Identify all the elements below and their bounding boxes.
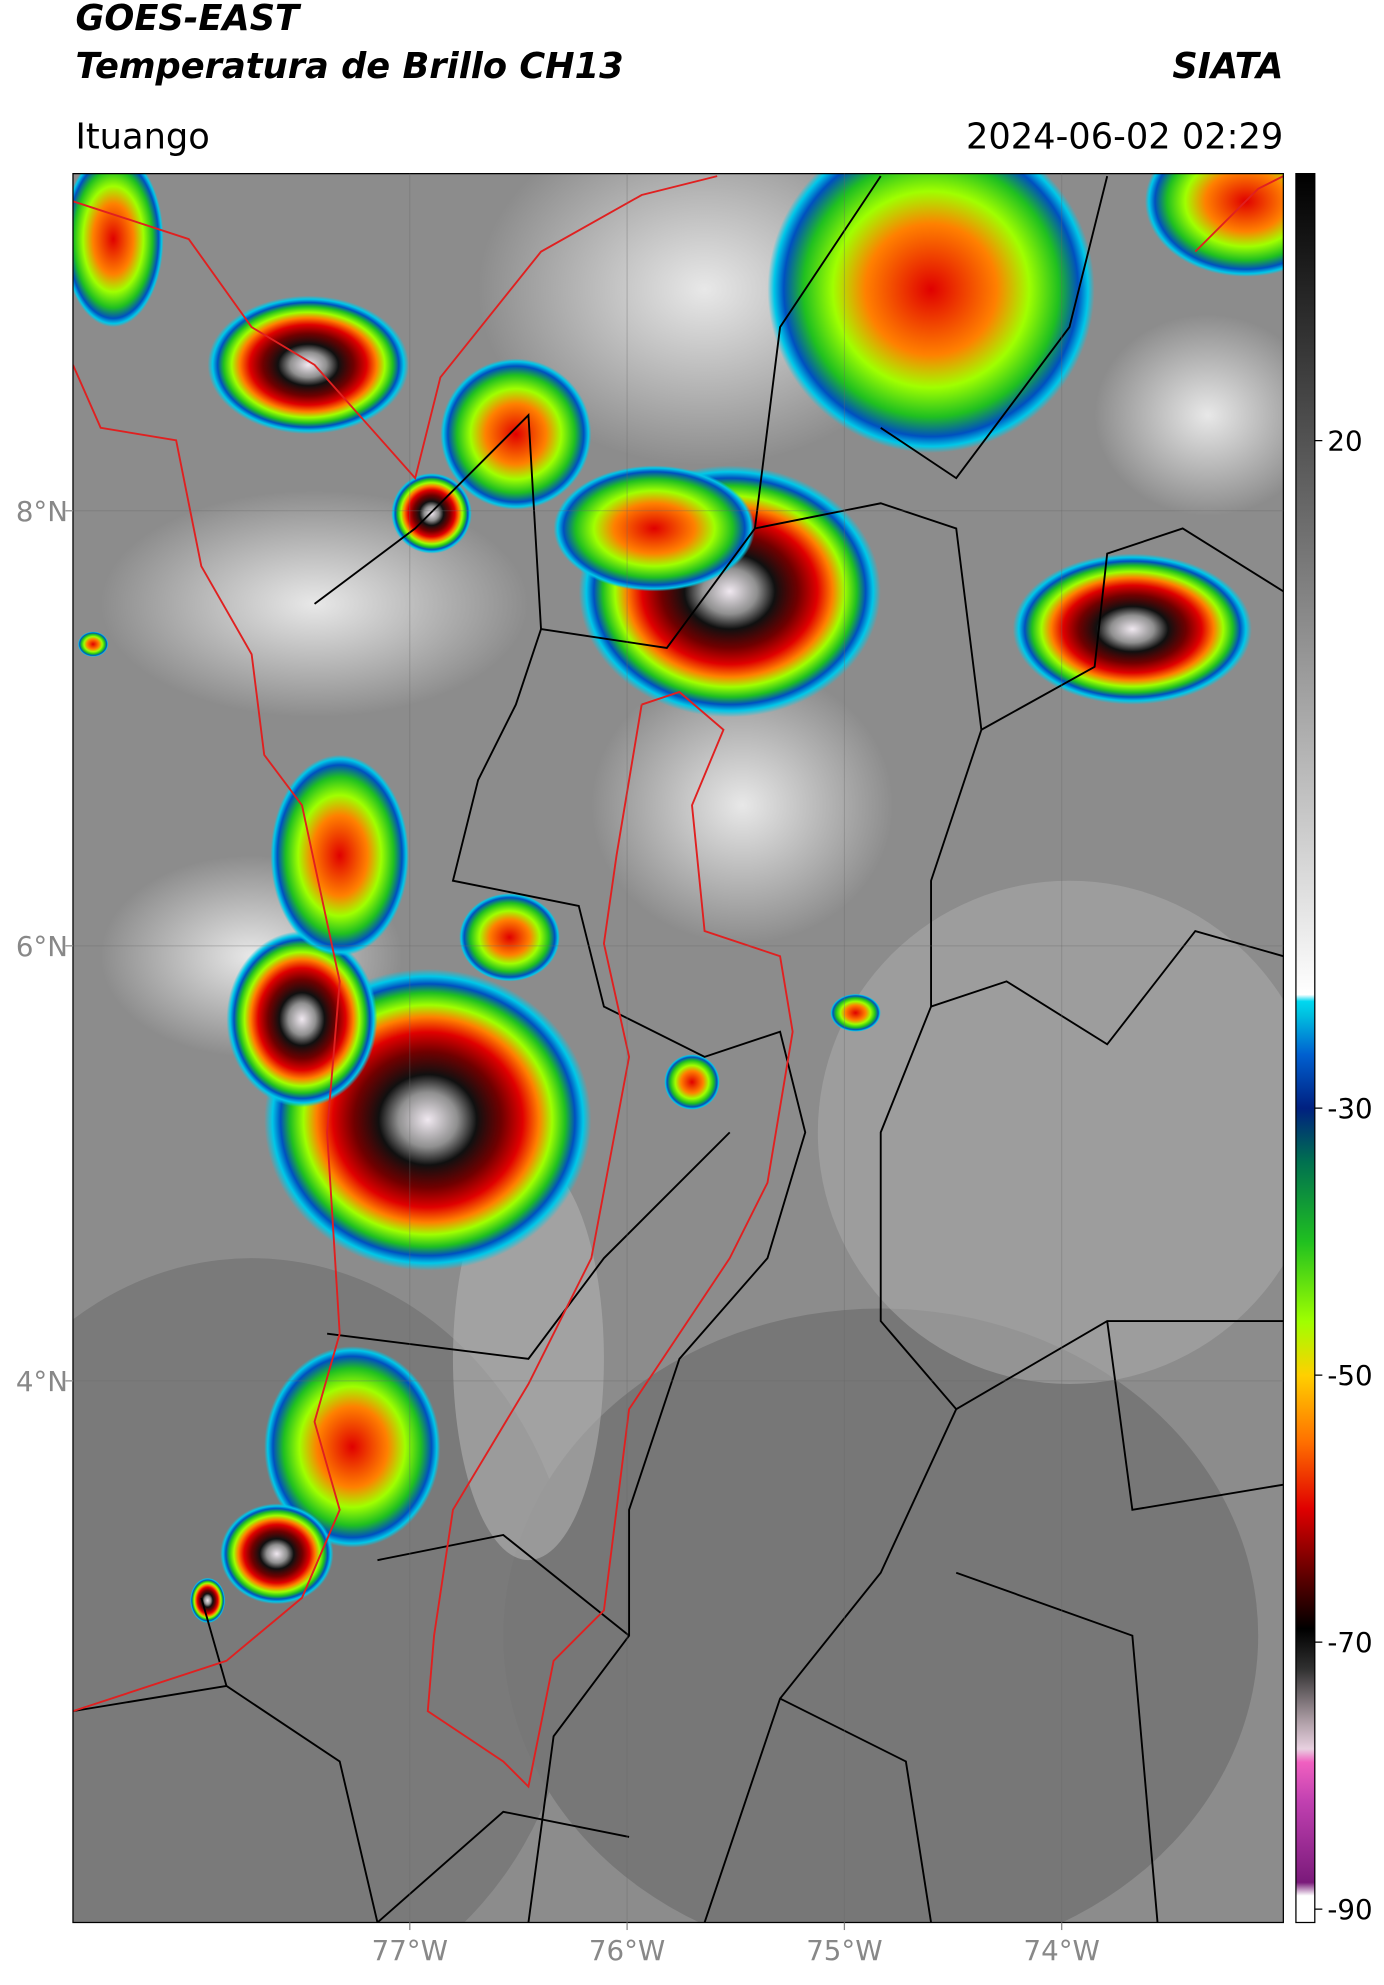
satellite-image <box>72 173 1284 1923</box>
datetime: 2024-06-02 02:29 <box>966 116 1283 157</box>
colorbar <box>1295 173 1315 1923</box>
agency: SIATA <box>1172 46 1283 87</box>
colorbar-tick-label: 20 <box>1327 425 1362 458</box>
subtitle: Temperatura de Brillo CH13 <box>75 46 623 87</box>
colorbar-tick-label: -70 <box>1327 1626 1372 1659</box>
x-tick-label: 77°W <box>372 1934 448 1967</box>
title: GOES-EAST <box>75 0 302 39</box>
x-tick-label: 76°W <box>589 1934 665 1967</box>
x-tick-label: 75°W <box>806 1934 882 1967</box>
colorbar-tick-label: -50 <box>1327 1359 1372 1392</box>
map-frame <box>72 172 1284 1924</box>
y-tick-label: 8°N <box>16 495 68 528</box>
x-tick-label: 74°W <box>1024 1934 1100 1967</box>
colorbar-tick-label: -90 <box>1327 1893 1372 1926</box>
location: Ituango <box>75 116 209 157</box>
colorbar-tick-label: -30 <box>1327 1092 1372 1125</box>
y-tick-label: 4°N <box>16 1365 68 1398</box>
y-tick-label: 6°N <box>16 930 68 963</box>
colorbar-frame <box>1295 172 1316 1924</box>
